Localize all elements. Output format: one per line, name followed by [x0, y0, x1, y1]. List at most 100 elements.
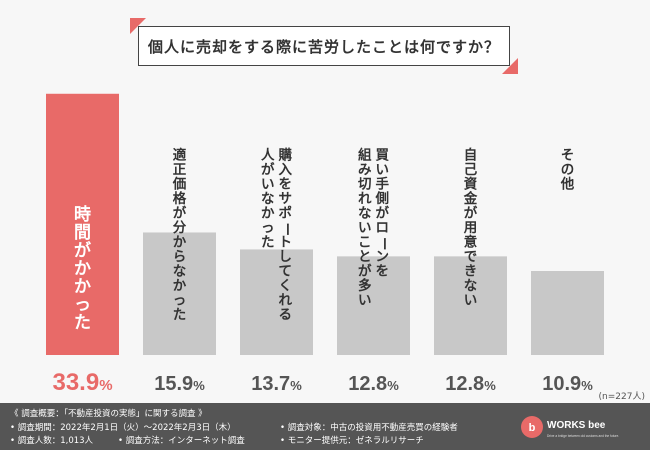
footer-monitor-provider: • モニター提供元：ゼネラルリサーチ: [280, 436, 424, 446]
svg-text:b: b: [529, 422, 536, 434]
category-label-char: 正: [173, 162, 187, 178]
category-label-char: 分: [173, 220, 187, 236]
value-label-3: 13.7%: [251, 373, 302, 395]
category-label-char: 組: [358, 147, 372, 164]
category-label-char: か: [173, 235, 187, 251]
category-label-char: が: [358, 263, 372, 280]
category-label-char: が: [261, 161, 275, 178]
category-label-char: が: [74, 240, 91, 261]
category-label-char: の: [561, 162, 575, 178]
category-label-char: し: [279, 249, 293, 265]
category-label-char: な: [464, 278, 478, 294]
footer-survey-period: • 調査期間：2022年2月1日（火）〜2022年2月3日（木）: [10, 423, 236, 433]
category-label-char: っ: [74, 295, 91, 315]
title-corner-bottom-right: [502, 58, 518, 74]
bar-2: [143, 232, 216, 355]
category-label-char: か: [173, 278, 187, 294]
category-label-char: ロ: [376, 220, 390, 236]
category-label-char: た: [173, 307, 187, 323]
category-label-char: い: [358, 220, 372, 236]
category-label-char: 購: [278, 147, 293, 164]
category-label-char: 他: [560, 176, 575, 193]
category-label-char: が: [464, 205, 478, 222]
footer-survey-target: • 調査対象：中古の投資用不動産売買の経験者: [280, 423, 458, 433]
category-label-char: い: [261, 177, 275, 193]
category-label-char: 適: [173, 147, 187, 164]
category-label-char: み: [358, 162, 372, 178]
category-label-char: 切: [358, 177, 372, 193]
category-label-char: 意: [464, 234, 478, 251]
bar-5: [434, 256, 507, 355]
category-label-char: 金: [463, 190, 478, 207]
category-label-char: 資: [464, 176, 478, 193]
category-label-char: こ: [358, 235, 372, 251]
category-label-char: 多: [358, 277, 372, 294]
category-label-char: 手: [376, 176, 390, 193]
logo-text: WORKS bee: [547, 420, 606, 431]
category-label-char: 買: [376, 148, 390, 164]
category-label-char: そ: [561, 148, 575, 164]
bar-3: [240, 249, 313, 355]
category-label-char: を: [279, 177, 293, 193]
bar-4: [337, 256, 410, 355]
category-label-char: 己: [464, 162, 478, 178]
category-label-char: 人: [261, 148, 275, 164]
category-label-char: れ: [279, 293, 293, 309]
works-bee-logo: b WORKS bee Drive a bridge between old c…: [521, 416, 619, 438]
category-label-char: な: [261, 191, 275, 207]
logo-tagline: Drive a bridge between old customs and t…: [547, 434, 619, 438]
category-label-char: く: [279, 278, 293, 294]
category-label-char: い: [464, 293, 478, 309]
category-label-char: か: [74, 277, 91, 297]
value-label-5: 12.8%: [445, 373, 496, 395]
category-label-char: 間: [74, 223, 91, 243]
category-label-char: た: [261, 235, 275, 251]
survey-footer: 《 調査概要：「不動産投資の実態」に関する調査 》 • 調査期間：2022年2月…: [0, 403, 650, 450]
category-label-char: な: [173, 264, 187, 280]
category-label-char: ン: [376, 249, 390, 265]
category-label-char: っ: [261, 220, 275, 236]
category-label-char: 側: [375, 190, 390, 207]
category-label-char: る: [279, 307, 293, 323]
category-label-char: か: [74, 259, 91, 279]
category-label-char: ポ: [279, 205, 293, 222]
value-label-6: 10.9%: [542, 373, 593, 395]
category-label-char: た: [74, 313, 91, 333]
category-label-char: を: [376, 264, 390, 280]
value-label-2: 15.9%: [154, 373, 205, 395]
category-label-char: 時: [74, 204, 91, 225]
footer-survey-title: 《 調査概要：「不動産投資の実態」に関する調査 》: [10, 409, 207, 419]
bar-chart: 時間がかかった33.9%適正価格が分からなかった15.9%購入をサポートしてくれ…: [46, 93, 645, 402]
category-label-char: い: [376, 162, 390, 178]
category-label-char: て: [279, 264, 293, 280]
value-label-4: 12.8%: [348, 373, 399, 395]
category-label-char: 入: [279, 162, 293, 178]
category-label-char: き: [464, 264, 478, 280]
category-label-char: ー: [375, 237, 391, 251]
bar-1: [46, 93, 119, 355]
category-label-char: が: [173, 205, 187, 222]
footer-survey-method: • 調査方法：インターネット調査: [118, 436, 245, 446]
category-label-char: で: [464, 249, 478, 265]
category-label-char: ー: [278, 223, 294, 237]
category-label-char: 用: [464, 220, 478, 236]
category-label-char: ら: [173, 249, 187, 265]
chart-title: 個人に売却をする際に苦労したことは何ですか？: [138, 26, 510, 66]
category-label-char: な: [358, 206, 372, 222]
value-label-1: 33.9%: [52, 369, 112, 396]
sample-size-note: (n=227人): [599, 391, 645, 402]
category-label-char: が: [376, 205, 390, 222]
category-label-char: 格: [173, 190, 187, 207]
category-label-char: っ: [173, 293, 187, 309]
category-label-char: れ: [358, 191, 372, 207]
category-label-char: ト: [279, 235, 293, 251]
bar-6: [531, 271, 604, 355]
category-label-char: 自: [464, 147, 478, 164]
footer-survey-count: • 調査人数：1,013人: [10, 436, 94, 446]
category-label-char: サ: [279, 191, 293, 207]
category-label-char: と: [358, 249, 372, 265]
category-label-char: 価: [172, 176, 187, 193]
category-label-char: い: [358, 293, 372, 309]
category-label-char: か: [261, 206, 275, 222]
